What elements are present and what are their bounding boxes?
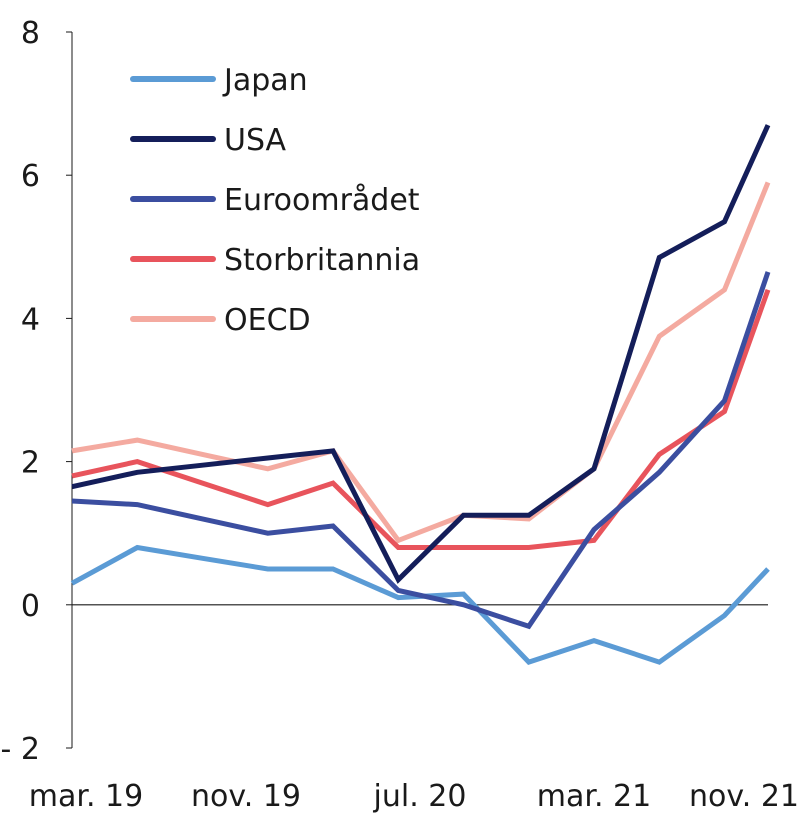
legend-label: Euroområdet	[224, 183, 420, 218]
y-tick-label: 2	[21, 446, 40, 481]
y-tick-label: 8	[21, 16, 40, 51]
y-tick-label: 6	[21, 159, 40, 194]
series-line-storbritannia	[71, 288, 771, 550]
series-line-usa	[71, 124, 771, 584]
y-tick-label: 4	[21, 302, 40, 337]
series-layer	[70, 124, 771, 665]
y-tick-label: 0	[21, 589, 40, 624]
legend-label: Japan	[222, 63, 308, 98]
series-line-oecd	[71, 181, 771, 544]
x-tick-label: nov. 21	[689, 779, 799, 814]
y-tick-label: - 2	[1, 732, 40, 767]
x-tick-label: nov. 19	[191, 779, 301, 814]
x-tick-label: mar. 21	[537, 779, 651, 814]
x-tick-label: jul. 20	[373, 779, 467, 814]
legend-label: OECD	[224, 303, 311, 338]
legend: Japan USA Euroområdet Storbritannia OECD	[130, 63, 420, 338]
legend-label: USA	[224, 123, 287, 158]
legend-label: Storbritannia	[224, 243, 420, 278]
x-tick-label: mar. 19	[29, 779, 143, 814]
series-line-euroområdet	[71, 271, 771, 630]
axes: - 2 0 2 4 6 8 mar. 19 nov. 19 jul. 20 mar. 21 nov.…	[1, 16, 799, 814]
